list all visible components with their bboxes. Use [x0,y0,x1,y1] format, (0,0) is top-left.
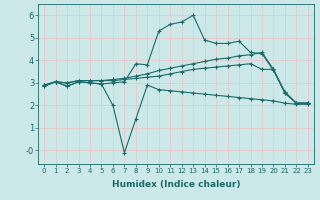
X-axis label: Humidex (Indice chaleur): Humidex (Indice chaleur) [112,180,240,189]
